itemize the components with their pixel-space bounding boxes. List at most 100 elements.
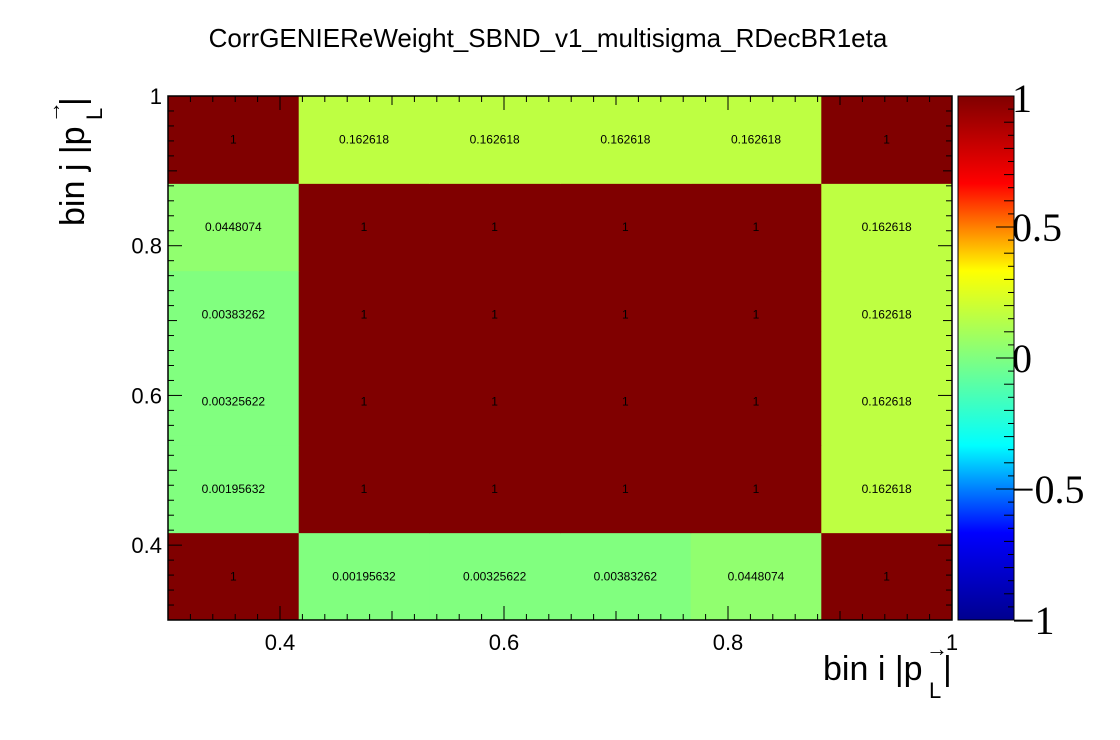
heatmap-cell-1-5 — [298, 96, 430, 184]
heatmap-cell-3-2 — [560, 358, 692, 446]
heatmap-cell-5-3 — [821, 270, 953, 359]
y-tick-label: 0.4 — [131, 533, 162, 558]
cell-value-label-1-0: 0.00195632 — [332, 569, 396, 583]
x-axis-title-subscript: L — [929, 678, 941, 703]
heatmap-cell-0-4 — [168, 183, 300, 272]
cell-value-label-4-0: 0.0448074 — [728, 569, 785, 583]
heatmap-cell-3-0 — [560, 532, 692, 621]
heatmap-cell-1-3 — [298, 270, 430, 359]
cell-value-label-5-2: 0.162618 — [862, 395, 912, 409]
heatmap-cell-4-2 — [690, 358, 822, 446]
cell-value-label-0-5: 1 — [230, 133, 237, 147]
color-palette-ticks: 1 0.5 0 −0.5 −1 — [996, 76, 1085, 643]
heatmap-cell-2-2 — [429, 358, 561, 446]
y-tick-label: 0.8 — [131, 234, 162, 259]
cell-value-label-4-2: 1 — [753, 395, 760, 409]
cell-value-label-1-3: 1 — [361, 307, 368, 321]
cell-value-label-2-2: 1 — [491, 395, 498, 409]
cell-value-label-3-1: 1 — [622, 482, 629, 496]
heatmap-cell-4-0 — [690, 532, 822, 621]
cell-value-label-1-5: 0.162618 — [339, 133, 389, 147]
heatmap-cell-0-2 — [168, 358, 300, 446]
cell-value-label-2-1: 1 — [491, 482, 498, 496]
cell-value-label-2-4: 1 — [491, 220, 498, 234]
cell-value-label-4-1: 1 — [753, 482, 760, 496]
palette-tick-label: 0 — [1012, 336, 1032, 381]
heatmap-cell-3-3 — [560, 270, 692, 359]
y-axis-title: bin j |p → L | — [40, 97, 107, 226]
cell-value-label-0-4: 0.0448074 — [205, 220, 262, 234]
cell-value-label-3-2: 1 — [622, 395, 629, 409]
cell-value-label-3-4: 1 — [622, 220, 629, 234]
cell-value-label-1-1: 1 — [361, 482, 368, 496]
heatmap-cell-1-2 — [298, 358, 430, 446]
x-axis-title-arrow: → — [926, 636, 948, 661]
cell-value-label-1-4: 1 — [361, 220, 368, 234]
cell-value-label-4-5: 0.162618 — [731, 133, 781, 147]
heatmap-cell-4-4 — [690, 183, 822, 272]
heatmap-cell-4-5 — [690, 96, 822, 184]
x-tick-label: 0.4 — [265, 630, 296, 655]
heatmap-cell-2-0 — [429, 532, 561, 621]
heatmap-cell-5-1 — [821, 445, 953, 534]
x-axis-title: bin i |p → L | — [823, 636, 952, 703]
y-tick-label: 0.6 — [131, 383, 162, 408]
heatmap-cell-5-4 — [821, 183, 953, 272]
heatmap-cell-0-3 — [168, 270, 300, 359]
cell-value-label-1-2: 1 — [361, 395, 368, 409]
cell-value-label-5-0: 1 — [883, 569, 890, 583]
heatmap-cell-0-1 — [168, 445, 300, 534]
y-axis-title-subscript: L — [82, 108, 107, 120]
plot-frame — [167, 95, 953, 621]
heatmap-cell-2-3 — [429, 270, 561, 359]
cell-value-label-5-4: 0.162618 — [862, 220, 912, 234]
heatmap-cells — [168, 96, 953, 621]
heatmap-cell-2-5 — [429, 96, 561, 184]
x-tick-label: 1 — [946, 630, 958, 655]
heatmap-cell-5-0 — [821, 532, 953, 621]
x-axis-title-main: bin i |p — [823, 650, 923, 688]
heatmap-cell-3-4 — [560, 183, 692, 272]
cell-value-label-3-5: 0.162618 — [600, 133, 650, 147]
heatmap-cell-2-1 — [429, 445, 561, 534]
heatmap-cell-0-5 — [168, 96, 300, 184]
palette-tick-label: 1 — [1012, 76, 1032, 121]
heatmap-cell-3-1 — [560, 445, 692, 534]
x-axis-title-close: | — [943, 650, 952, 688]
heatmap-cell-1-4 — [298, 183, 430, 272]
y-axis-title-main: bin j |p — [54, 126, 92, 226]
heatmap-cell-4-3 — [690, 270, 822, 359]
palette-tick-label: −1 — [1012, 598, 1055, 643]
heatmap-cell-5-2 — [821, 358, 953, 446]
cell-value-label-0-1: 0.00195632 — [202, 482, 266, 496]
heatmap-cell-2-4 — [429, 183, 561, 272]
cell-value-label-0-3: 0.00383262 — [202, 307, 266, 321]
palette-tick-label: 0.5 — [1012, 205, 1062, 250]
palette-tick-label: −0.5 — [1012, 467, 1085, 512]
x-tick-label: 0.8 — [713, 630, 744, 655]
cell-value-label-0-2: 0.00325622 — [202, 395, 266, 409]
cell-value-label-0-0: 1 — [230, 569, 237, 583]
heatmap-cell-1-0 — [298, 532, 430, 621]
heatmap-cell-1-1 — [298, 445, 430, 534]
cell-value-label-3-3: 1 — [622, 307, 629, 321]
cell-value-label-3-0: 0.00383262 — [594, 569, 658, 583]
cell-value-label-4-4: 1 — [753, 220, 760, 234]
y-axis-ticks: 0.4 0.6 0.8 1 — [131, 84, 952, 621]
cell-value-label-5-5: 1 — [883, 133, 890, 147]
cell-value-label-2-5: 0.162618 — [470, 133, 520, 147]
heatmap-cell-5-5 — [821, 96, 953, 184]
heatmap-cell-4-1 — [690, 445, 822, 534]
y-axis-title-arrow: → — [40, 101, 65, 123]
cell-value-label-5-3: 0.162618 — [862, 307, 912, 321]
cell-value-label-2-0: 0.00325622 — [463, 569, 527, 583]
heatmap-cell-labels: 1 0.00195632 0.00325622 0.00383262 0.0448074… — [202, 133, 912, 584]
cell-value-label-4-3: 1 — [753, 307, 760, 321]
chart-title: CorrGENIEReWeight_SBND_v1_multisigma_RDe… — [209, 23, 888, 53]
cell-value-label-5-1: 0.162618 — [862, 482, 912, 496]
cell-value-label-2-3: 1 — [491, 307, 498, 321]
x-axis-ticks: 0.4 0.6 0.8 1 — [167, 96, 958, 655]
heatmap-cell-3-5 — [560, 96, 692, 184]
